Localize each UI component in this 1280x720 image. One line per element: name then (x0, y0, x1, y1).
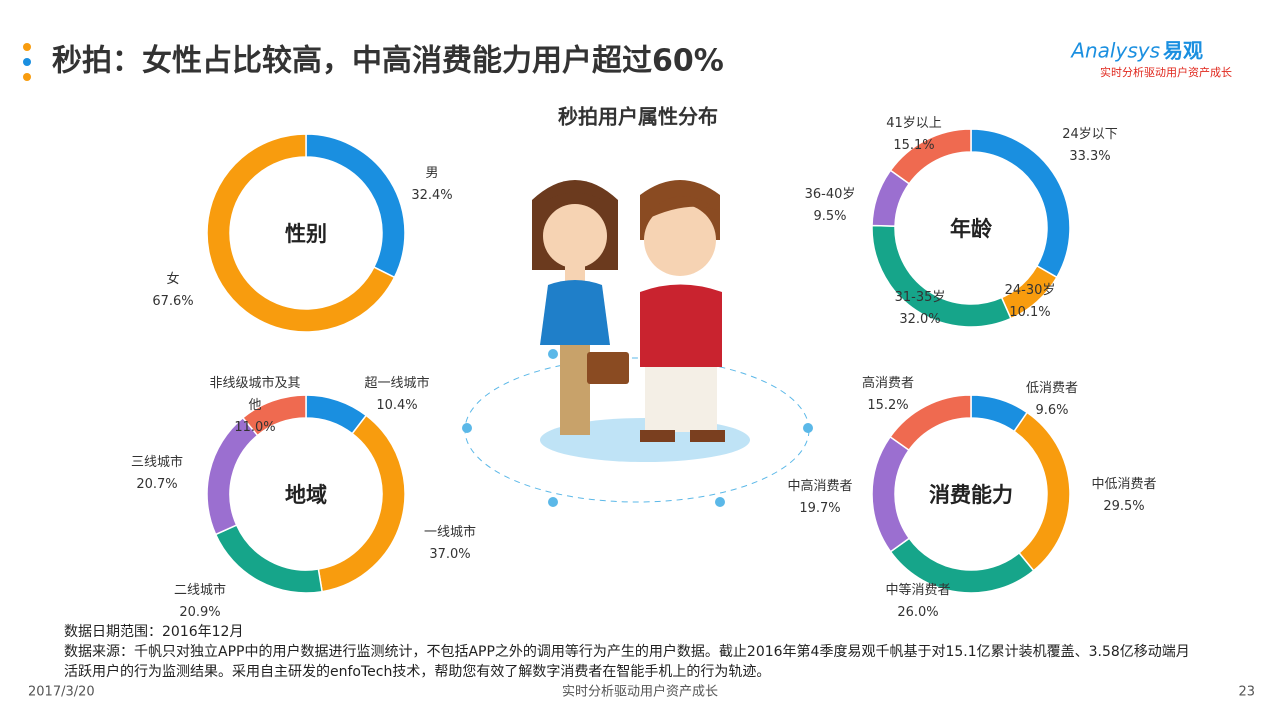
donut-title: 年龄 (950, 217, 992, 241)
category-label: 超一线城市 (364, 376, 430, 391)
logo-brand: Analysys (1069, 39, 1160, 63)
footer-slogan: 实时分析驱动用户资产成长 (562, 684, 718, 700)
value-label: 10.1% (1009, 305, 1051, 320)
illustration (462, 180, 813, 507)
category-label: 男 (425, 166, 439, 181)
donut-title: 地域 (285, 483, 327, 507)
footer-page: 23 (1238, 685, 1255, 700)
value-label: 29.5% (1103, 499, 1145, 514)
value-label: 33.3% (1069, 149, 1111, 164)
logo-slogan: 实时分析驱动用户资产成长 (1100, 65, 1232, 79)
data-label: 女 67.6% (125, 269, 221, 313)
donut-title: 消费能力 (929, 483, 1013, 507)
note: 数据来源：千帆只对独立APP中的用户数据进行监测统计，不包括APP之外的调用等行… (64, 644, 1190, 680)
category-label: 36-40岁 (804, 187, 856, 202)
value-label: 15.2% (867, 398, 909, 413)
value-label: 9.5% (813, 209, 847, 224)
page-title: 秒拍：女性占比较高，中高消费能力用户超过60% (52, 44, 724, 79)
value-label: 15.1% (893, 138, 935, 153)
data-label: 31-35岁 32.0% (872, 287, 968, 331)
bullet-dot (23, 58, 31, 66)
category-label: 三线城市 (130, 455, 183, 470)
data-label: 一线城市 37.0% (402, 522, 498, 566)
data-label: 41岁以上 15.1% (866, 113, 962, 157)
category-label: 女 (166, 272, 180, 287)
category-label: 一线城市 (423, 525, 476, 540)
donut-segment (241, 394, 307, 437)
data-label: 中等消费者 26.0% (870, 580, 966, 624)
value-label: 26.0% (897, 605, 939, 620)
footer-date: 2017/3/20 (28, 685, 95, 700)
data-label: 超一线城市 10.4% (349, 373, 445, 417)
data-label: 高消费者 15.2% (840, 373, 936, 417)
value-label: 32.4% (411, 188, 453, 203)
category-label: 41岁以上 (886, 116, 942, 131)
data-label: 男 32.4% (384, 163, 480, 207)
chart-subtitle: 秒拍用户属性分布 (558, 105, 718, 129)
donut-title: 性别 (285, 222, 327, 246)
value-label: 20.9% (179, 605, 221, 620)
data-label: 中低消费者 29.5% (1076, 474, 1172, 518)
data-label: 36-40岁 9.5% (782, 184, 878, 228)
data-label: 二线城市 20.9% (152, 580, 248, 624)
category-label: 31-35岁 (894, 290, 946, 305)
donut-segment (889, 394, 972, 452)
value-label: 37.0% (429, 547, 471, 562)
data-label: 24-30岁 10.1% (982, 280, 1078, 324)
value-label: 20.7% (136, 477, 178, 492)
category-label: 二线城市 (173, 583, 226, 598)
data-label: 低消费者 9.6% (1004, 378, 1100, 422)
data-label: 非线级城市及其他 11.0% (207, 373, 303, 439)
category-label: 中低消费者 (1091, 477, 1157, 492)
category-label: 非线级城市及其他 (209, 376, 301, 413)
donut-segment (206, 133, 396, 333)
value-label: 11.0% (234, 420, 276, 435)
value-label: 10.4% (376, 398, 418, 413)
logo-brand-cn: 易观 (1163, 39, 1203, 63)
value-label: 9.6% (1035, 403, 1069, 418)
donut-segment (889, 128, 972, 185)
data-label: 24岁以下 33.3% (1042, 124, 1138, 168)
bullet-dot (23, 43, 31, 51)
category-label: 低消费者 (1025, 381, 1078, 396)
data-label: 三线城市 20.7% (109, 452, 205, 496)
category-label: 高消费者 (861, 376, 914, 391)
category-label: 24-30岁 (1004, 283, 1056, 298)
donut-segment (871, 435, 911, 553)
value-label: 67.6% (152, 294, 194, 309)
value-label: 32.0% (899, 312, 941, 327)
category-label: 中等消费者 (885, 583, 951, 598)
value-label: 19.7% (799, 501, 841, 516)
note: 数据日期范围：2016年12月 (64, 624, 244, 640)
category-label: 中高消费者 (787, 479, 853, 494)
category-label: 24岁以下 (1062, 127, 1118, 142)
data-label: 中高消费者 19.7% (772, 476, 868, 520)
bullet-dot (23, 73, 31, 81)
